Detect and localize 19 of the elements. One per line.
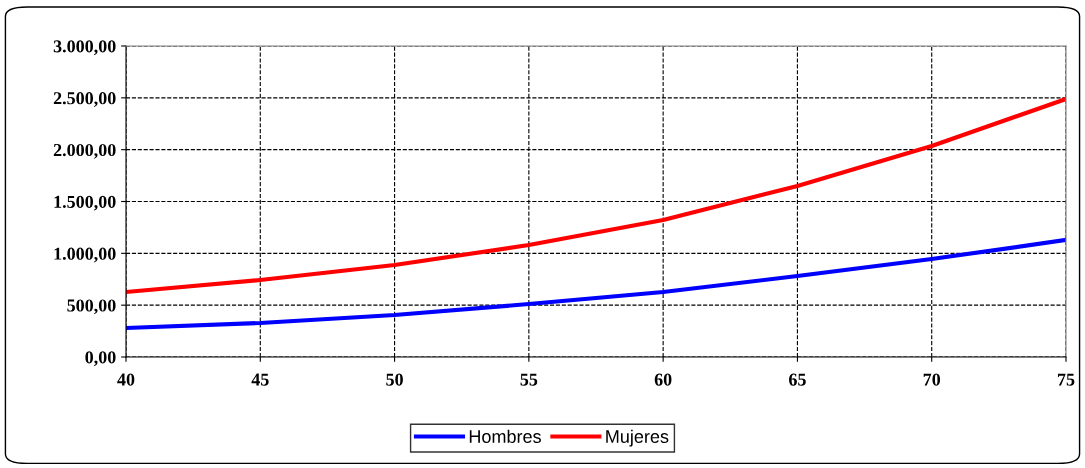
line-series [126,96,1066,295]
legend-label: Hombres [469,429,541,443]
y-tick-label: 1.000,00 [54,247,116,263]
x-tick-label: 40 [117,373,135,386]
y-tick-label: 1.500,00 [54,195,116,211]
y-tick-label: 3.000,00 [53,40,116,56]
x-tick-label: 45 [251,373,269,386]
line-series [126,237,1066,331]
x-tick-label: 65 [789,373,806,386]
x-tick-label: 55 [520,373,538,386]
legend-label: Mujeres [606,429,669,447]
x-tick-label: 60 [654,373,672,386]
y-tick-label: 2.500,00 [53,92,116,107]
x-tick-label: 70 [923,373,941,386]
y-tick-label: 500,00 [67,299,116,315]
y-tick-label: 2.000,00 [53,143,116,159]
y-tick-label: 0,00 [85,351,116,367]
x-tick-label: 50 [386,373,403,386]
x-tick-label: 75 [1058,373,1075,386]
